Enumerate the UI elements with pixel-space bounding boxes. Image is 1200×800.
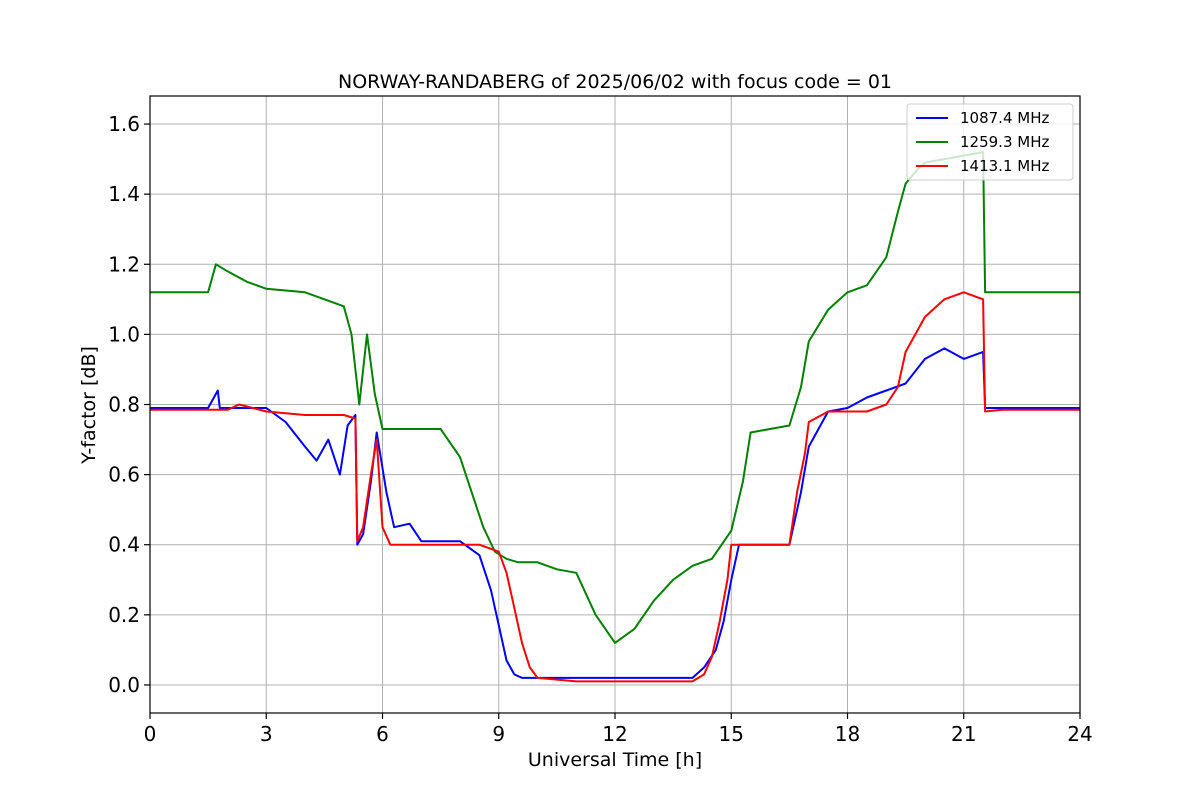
legend-label: 1087.4 MHz — [960, 109, 1049, 127]
x-tick-label: 9 — [492, 722, 505, 746]
series-line-3 — [150, 291, 1080, 683]
x-tick-label: 12 — [602, 722, 627, 746]
y-tick-label: 0.2 — [108, 603, 140, 627]
chart-title: NORWAY-RANDABERG of 2025/06/02 with focu… — [338, 71, 892, 93]
x-tick-label: 0 — [144, 722, 157, 746]
y-tick-label: 0.8 — [108, 393, 140, 417]
legend-label: 1259.3 MHz — [960, 133, 1049, 151]
y-tick-label: 1.6 — [108, 112, 140, 136]
ticks: 0 3 6 9 12 15 18 21 24 0.0 0.2 0.4 0.6 0.8 1.0 1.2 1.4 1.… — [108, 112, 1093, 746]
series-layer — [150, 151, 1080, 683]
x-tick-label: 18 — [835, 722, 860, 746]
legend-box — [906, 103, 1074, 181]
x-tick-label: 3 — [260, 722, 273, 746]
y-axis-label: Y-factor [dB] — [78, 346, 100, 465]
y-tick-label: 0.0 — [108, 673, 140, 697]
x-tick-label: 21 — [951, 722, 976, 746]
y-tick-label: 1.4 — [108, 182, 140, 206]
legend-label: 1413.1 MHz — [960, 157, 1049, 175]
series-line-2 — [150, 151, 1080, 644]
x-tick-label: 6 — [376, 722, 389, 746]
x-tick-label: 15 — [719, 722, 744, 746]
y-tick-label: 0.4 — [108, 533, 140, 557]
series-line-1 — [150, 347, 1080, 679]
legend: 1087.4 MHz 1259.3 MHz 1413.1 MHz — [906, 103, 1074, 181]
y-tick-label: 1.2 — [108, 252, 140, 276]
y-tick-label: 0.6 — [108, 463, 140, 487]
x-axis-label: Universal Time [h] — [528, 749, 702, 771]
x-tick-label: 24 — [1067, 722, 1092, 746]
y-tick-label: 1.0 — [108, 322, 140, 346]
